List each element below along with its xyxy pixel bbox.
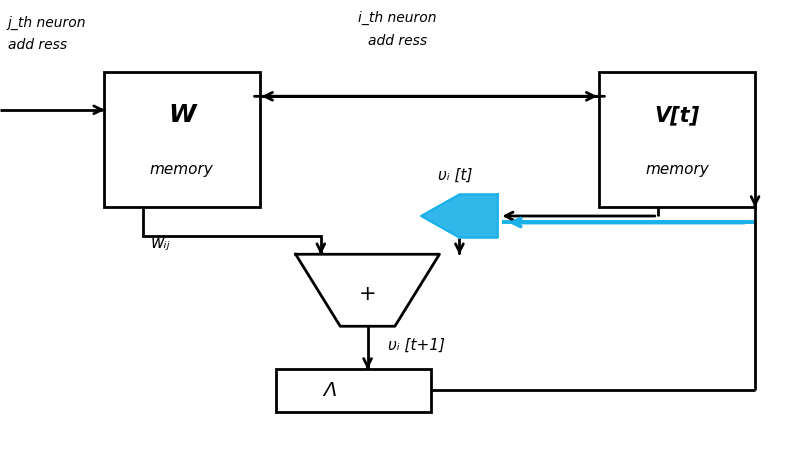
Bar xyxy=(104,72,260,207)
Text: Λ: Λ xyxy=(324,381,337,400)
Bar xyxy=(599,72,755,207)
Text: υᵢ [t]: υᵢ [t] xyxy=(438,168,473,183)
Text: wᵢⱼ: wᵢⱼ xyxy=(151,234,170,252)
Text: j_th neuron: j_th neuron xyxy=(8,16,86,30)
Text: W: W xyxy=(168,103,196,127)
Text: add ress: add ress xyxy=(8,38,67,52)
Text: memory: memory xyxy=(646,162,709,177)
Text: V[t]: V[t] xyxy=(654,105,700,125)
Text: add ress: add ress xyxy=(368,34,427,48)
Text: i_th neuron: i_th neuron xyxy=(358,11,437,25)
Polygon shape xyxy=(421,194,498,238)
Text: memory: memory xyxy=(150,162,213,177)
Text: +: + xyxy=(359,284,376,304)
Text: υᵢ [t+1]: υᵢ [t+1] xyxy=(388,338,444,353)
Bar xyxy=(276,369,431,412)
